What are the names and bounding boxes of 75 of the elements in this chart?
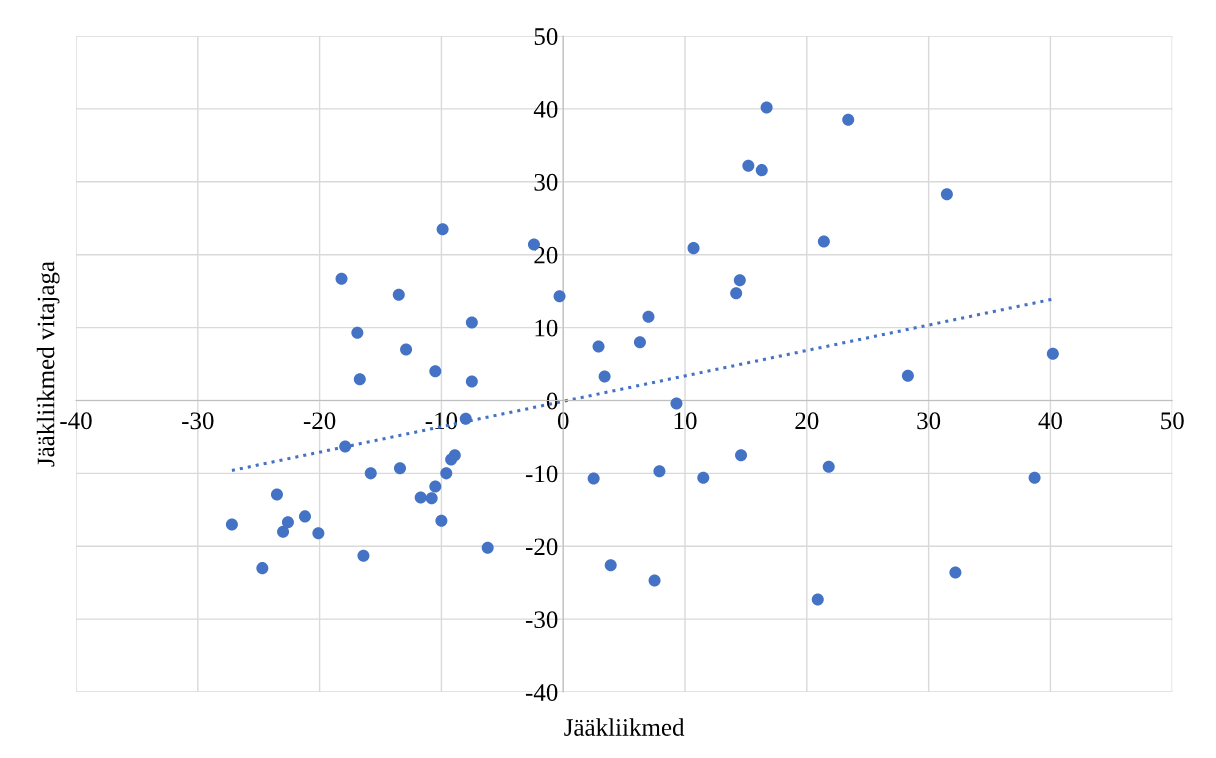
point: [642, 310, 655, 323]
point: [353, 373, 366, 386]
x-axis-title: Jääkliikmed: [564, 718, 685, 736]
x-tick-label: 40: [1038, 412, 1062, 430]
x-tick-label: -40: [60, 412, 92, 430]
point: [357, 549, 370, 562]
point: [351, 326, 364, 339]
y-tick-label: -20: [525, 538, 558, 556]
point: [448, 449, 461, 462]
y-tick-label: -40: [525, 684, 558, 701]
point: [822, 460, 835, 473]
point: [648, 574, 661, 587]
point: [687, 242, 700, 255]
x-tick-label: 30: [917, 412, 941, 430]
point: [335, 272, 348, 285]
point: [414, 491, 427, 504]
x-tick-label: 20: [795, 412, 819, 430]
point: [755, 164, 768, 177]
point: [256, 562, 269, 575]
y-tick-label: 30: [534, 173, 558, 191]
point: [339, 440, 352, 453]
x-tick-label: 10: [674, 412, 697, 430]
point: [949, 566, 962, 579]
point: [735, 449, 748, 462]
point: [298, 510, 311, 523]
y-tick-label: 10: [535, 319, 558, 337]
point: [429, 365, 442, 378]
point: [653, 465, 666, 478]
point: [1028, 471, 1041, 484]
point: [604, 559, 617, 572]
point: [901, 369, 914, 382]
point: [435, 514, 448, 527]
point: [598, 370, 611, 383]
point: [760, 101, 773, 114]
point: [817, 235, 830, 248]
point: [440, 467, 453, 480]
y-tick-label: -10: [525, 465, 558, 483]
point: [587, 472, 600, 485]
point: [281, 516, 294, 529]
point: [1046, 347, 1059, 360]
point: [465, 316, 478, 329]
point: [465, 375, 478, 388]
point: [425, 492, 438, 505]
point: [364, 467, 377, 480]
point: [730, 287, 743, 300]
point: [312, 527, 325, 540]
y-tick-label: 40: [533, 100, 558, 118]
point: [842, 113, 855, 126]
point: [553, 290, 566, 303]
y-axis-title: Jääkliikmed vitajaga: [36, 261, 60, 467]
x-tick-label: 0: [557, 412, 569, 430]
x-tick-label: 50: [1161, 412, 1184, 430]
y-tick-label: 20: [534, 246, 558, 264]
point: [393, 462, 407, 475]
point: [742, 159, 755, 172]
point: [481, 541, 494, 554]
point: [392, 288, 405, 301]
point: [270, 488, 283, 501]
x-tick-label: -20: [303, 412, 336, 430]
point: [733, 274, 746, 287]
point: [811, 593, 824, 606]
point: [633, 336, 646, 349]
point: [670, 397, 683, 410]
point: [429, 480, 442, 493]
point: [459, 412, 472, 425]
point: [436, 223, 449, 236]
x-tick-label: -30: [182, 412, 214, 430]
point: [592, 340, 605, 353]
point: [940, 188, 953, 201]
y-tick-label: -30: [525, 611, 558, 629]
point: [225, 518, 238, 531]
point: [697, 471, 710, 484]
point: [400, 343, 413, 356]
point: [277, 525, 290, 538]
y-tick-label: 50: [534, 28, 558, 45]
